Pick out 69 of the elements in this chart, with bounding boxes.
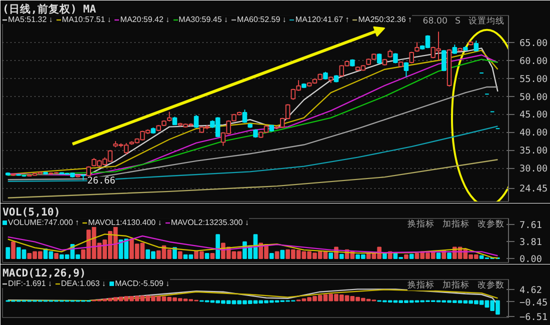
legend-label: MA120:41.67 ↑ bbox=[295, 15, 350, 24]
y-tick-label: 30.00 bbox=[520, 164, 548, 175]
y-tick-label: 50.00 bbox=[520, 92, 548, 103]
bar bbox=[269, 253, 274, 259]
legend-label: MA5:51.32 ↓ bbox=[8, 15, 53, 24]
legend-label: MA10:57.51 ↓ bbox=[62, 15, 112, 24]
candlestick bbox=[194, 114, 199, 128]
y-tick-label: 7.61 bbox=[520, 220, 542, 231]
bar bbox=[382, 252, 387, 259]
y-tick-label: 24.45 bbox=[520, 184, 548, 195]
y-tick-label: 0.00 bbox=[520, 254, 542, 265]
chart-title: MACD(12,26,9) bbox=[2, 266, 86, 280]
bar bbox=[210, 253, 215, 259]
legend-label: MACD:-5.509 ↓ bbox=[114, 279, 170, 288]
chart-title: VOL(5,10) bbox=[2, 206, 60, 218]
bar bbox=[339, 254, 344, 259]
legend-label: MA30:59.45 ↓ bbox=[178, 15, 228, 24]
bar bbox=[204, 253, 210, 259]
legend-label: MAVOL2:13235.300 ↓ bbox=[170, 218, 249, 227]
bar bbox=[409, 254, 414, 259]
y-tick-label: 40.00 bbox=[520, 128, 548, 139]
bar bbox=[404, 254, 408, 259]
bar bbox=[11, 241, 16, 259]
legend-label: VOLUME:747.000 ↑ bbox=[8, 218, 80, 227]
y-tick-label: 45.00 bbox=[520, 110, 548, 121]
legend-label: DIF:-1.691 ↓ bbox=[8, 279, 52, 288]
annotation: 换指标 bbox=[408, 280, 434, 290]
legend-label: MA250:32.36 ↑ bbox=[358, 15, 412, 24]
y-tick-label: −0.45 bbox=[520, 297, 548, 308]
bar bbox=[54, 253, 58, 259]
annotation: S bbox=[455, 16, 462, 26]
bar bbox=[328, 252, 334, 259]
y-tick-label: 4.62 bbox=[520, 285, 542, 296]
bar bbox=[436, 252, 441, 259]
line-series bbox=[7, 288, 498, 306]
legend-label: DEA:1.063 ↓ bbox=[61, 279, 106, 288]
bar bbox=[178, 251, 182, 259]
bar bbox=[447, 252, 452, 259]
legend-label: MAVOL1:4130.400 ↓ bbox=[88, 218, 162, 227]
candlestick bbox=[452, 44, 458, 54]
annotation: 设置均线 bbox=[468, 16, 504, 26]
legend-label: MA20:59.42 ↓ bbox=[120, 15, 170, 24]
y-tick-label: 60.00 bbox=[520, 56, 548, 67]
annotation: 加指标 bbox=[442, 218, 470, 230]
candlestick bbox=[242, 109, 248, 124]
annotation: 改参数 bbox=[478, 218, 504, 230]
legend-label: MA60:52.59 ↓ bbox=[237, 15, 286, 24]
line-series bbox=[7, 126, 498, 182]
candlestick bbox=[414, 42, 420, 52]
chart-title: (日线,前复权) MA bbox=[2, 2, 97, 16]
candlestick bbox=[474, 40, 479, 52]
y-tick-label: 55.00 bbox=[520, 74, 548, 85]
candlestick bbox=[404, 62, 409, 78]
annotation: 换指标 bbox=[408, 218, 434, 230]
annotation: 68.00 bbox=[422, 16, 448, 26]
bar bbox=[216, 234, 220, 259]
candlestick bbox=[393, 52, 398, 64]
y-tick-label: 65.00 bbox=[520, 38, 548, 49]
y-tick-label: 35.00 bbox=[520, 146, 548, 157]
line-series bbox=[7, 289, 498, 302]
y-tick-label: −6.51 bbox=[520, 312, 548, 324]
bar bbox=[274, 251, 280, 259]
annotation: 改参数 bbox=[478, 280, 504, 290]
y-tick-label: 3.81 bbox=[520, 236, 542, 248]
line-series bbox=[7, 159, 498, 199]
annotation: 26.66 bbox=[87, 176, 116, 187]
bar bbox=[280, 250, 285, 259]
bar bbox=[6, 247, 10, 259]
annotation: 加指标 bbox=[442, 280, 470, 290]
